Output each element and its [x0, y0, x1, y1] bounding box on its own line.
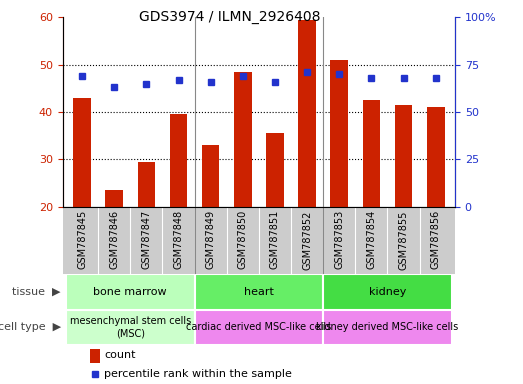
- Text: GSM787847: GSM787847: [141, 210, 151, 270]
- Text: GSM787849: GSM787849: [206, 210, 215, 269]
- Text: GSM787851: GSM787851: [270, 210, 280, 270]
- Text: GSM787852: GSM787852: [302, 210, 312, 270]
- Text: kidney: kidney: [369, 287, 406, 297]
- Text: cell type  ▶: cell type ▶: [0, 322, 61, 332]
- Text: cardiac derived MSC-like cells: cardiac derived MSC-like cells: [186, 322, 332, 332]
- Bar: [266, 133, 284, 207]
- Text: GSM787845: GSM787845: [77, 210, 87, 270]
- Text: count: count: [104, 350, 135, 360]
- Bar: [169, 114, 187, 207]
- Text: GSM787854: GSM787854: [367, 210, 377, 270]
- Text: percentile rank within the sample: percentile rank within the sample: [104, 369, 292, 379]
- Text: GSM787846: GSM787846: [109, 210, 119, 269]
- Text: heart: heart: [244, 287, 274, 297]
- Text: GSM787856: GSM787856: [431, 210, 441, 270]
- Bar: [298, 20, 316, 207]
- Bar: [323, 275, 452, 310]
- Bar: [234, 72, 252, 207]
- Bar: [202, 145, 220, 207]
- Bar: [90, 349, 100, 363]
- Text: kidney derived MSC-like cells: kidney derived MSC-like cells: [316, 322, 459, 332]
- Bar: [427, 107, 445, 207]
- Bar: [66, 310, 195, 345]
- Bar: [195, 275, 323, 310]
- Text: GDS3974 / ILMN_2926408: GDS3974 / ILMN_2926408: [139, 10, 321, 23]
- Bar: [195, 310, 323, 345]
- Text: tissue  ▶: tissue ▶: [13, 287, 61, 297]
- Bar: [138, 162, 155, 207]
- Bar: [362, 100, 380, 207]
- Text: GSM787850: GSM787850: [238, 210, 248, 270]
- Text: GSM787853: GSM787853: [334, 210, 344, 270]
- Text: GSM787855: GSM787855: [399, 210, 408, 270]
- Text: mesenchymal stem cells
(MSC): mesenchymal stem cells (MSC): [70, 316, 191, 338]
- Bar: [395, 105, 413, 207]
- Bar: [323, 310, 452, 345]
- Bar: [73, 98, 91, 207]
- Text: bone marrow: bone marrow: [94, 287, 167, 297]
- Bar: [331, 60, 348, 207]
- Text: GSM787848: GSM787848: [174, 210, 184, 269]
- Bar: [105, 190, 123, 207]
- Bar: [66, 275, 195, 310]
